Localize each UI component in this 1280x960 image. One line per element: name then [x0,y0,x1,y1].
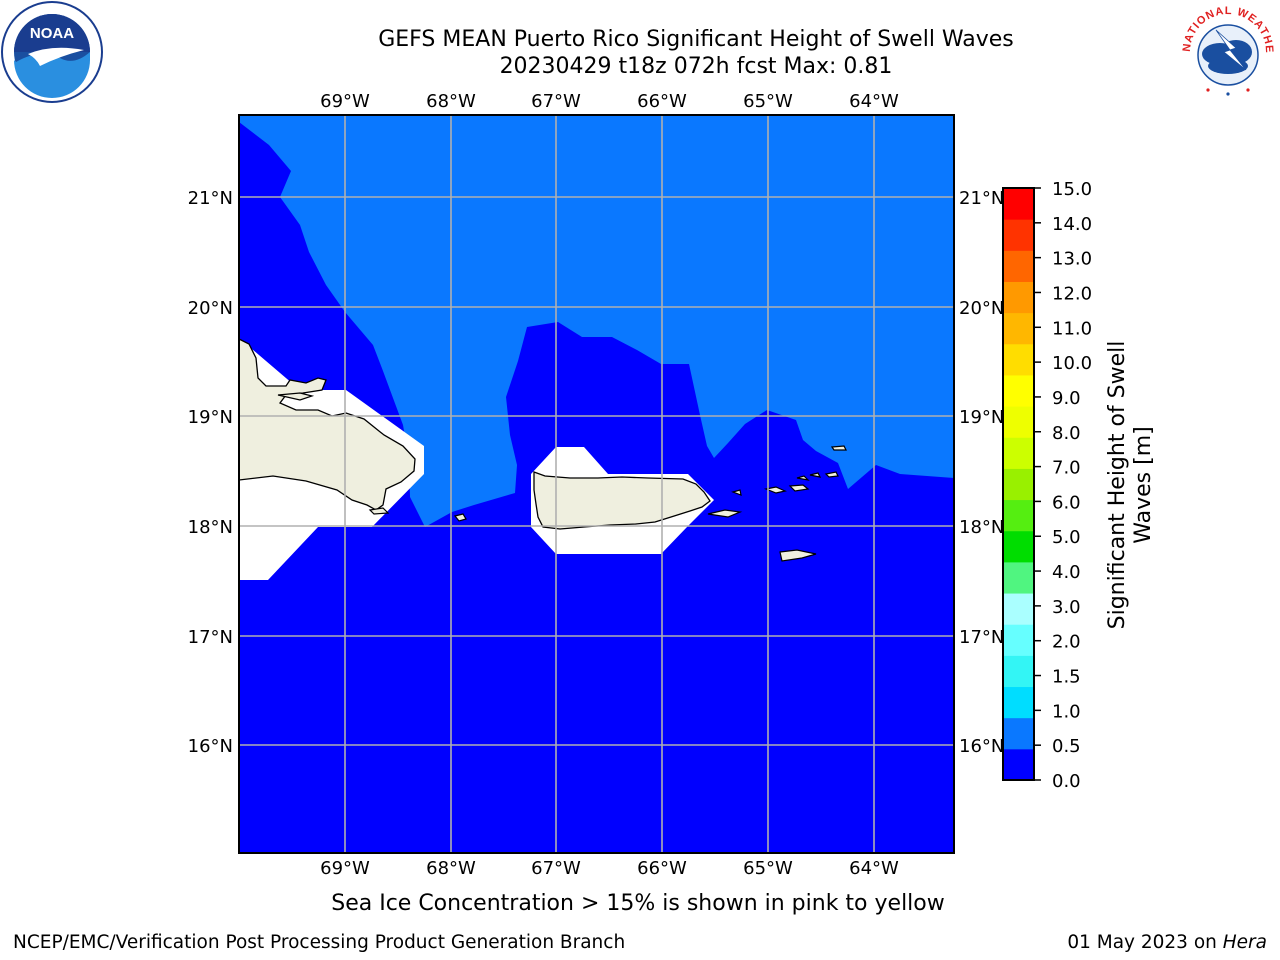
latitude-label: 21°N [188,188,233,209]
colorbar-tick-label: 11.0 [1052,318,1092,339]
colorbar-segment [1003,374,1034,407]
map-frame [238,114,955,854]
colorbar-segment [1003,343,1034,376]
colorbar [1003,188,1034,781]
longitude-label: 68°W [426,858,476,879]
colorbar-tick-label: 12.0 [1052,283,1092,304]
latitude-label: 18°N [959,517,1004,538]
latitude-label: 16°N [959,736,1004,757]
colorbar-ticks: 0.0 0.5 1.0 1.5 2.0 3.0 4.0 5.0 6.0 7.0 8.0 9.0 10.0… [1034,179,1092,792]
latitude-label: 17°N [188,627,233,648]
colorbar-tick-label: 6.0 [1052,492,1081,513]
colorbar-tick-label: 1.5 [1052,667,1081,688]
longitude-label: 67°W [531,91,581,112]
longitude-label: 69°W [320,858,370,879]
light-swell-region [239,115,954,527]
colorbar-tick-label: 14.0 [1052,214,1092,235]
colorbar-tick-label: 1.0 [1052,701,1081,722]
colorbar-segment [1003,468,1034,501]
latitude-label: 19°N [959,407,1004,428]
st-croix-land [779,549,817,562]
longitude-label: 68°W [426,91,476,112]
vieques-land [707,509,743,518]
colorbar-tick-label: 15.0 [1052,179,1092,200]
longitude-label: 66°W [637,858,687,879]
colorbar-segment [1003,281,1034,314]
colorbar-segment [1003,250,1034,282]
longitude-label: 64°W [849,858,899,879]
colorbar-frame [1002,187,1035,781]
footer-date-text: 01 May 2023 on [1067,932,1223,953]
colorbar-segment [1003,655,1034,688]
colorbar-segment [1003,748,1034,781]
colorbar-segment [1003,717,1034,750]
longitude-label: 69°W [320,91,370,112]
colorbar-tick-label: 7.0 [1052,458,1081,479]
colorbar-segment [1003,530,1034,563]
latitude-label: 20°N [188,298,233,319]
longitude-label: 66°W [637,91,687,112]
colorbar-tick-label: 13.0 [1052,249,1092,270]
latitude-label: 18°N [188,517,233,538]
sea-ice-note: Sea Ice Concentration > 15% is shown in … [331,891,945,916]
colorbar-tick-label: 8.0 [1052,423,1081,444]
colorbar-tick-label: 5.0 [1052,527,1081,548]
colorbar-label-line1: Significant Height of Swell [1105,341,1130,630]
longitude-label: 64°W [849,91,899,112]
colorbar-tick-label: 9.0 [1052,388,1081,409]
colorbar-tick-label: 4.0 [1052,562,1081,583]
hispaniola-land [239,338,416,511]
colorbar-segment [1003,406,1034,438]
colorbar-tick-label: 2.0 [1052,632,1081,653]
latitude-label: 19°N [188,407,233,428]
nws-logo: NATIONAL WEATHER SERVICE [1176,0,1274,96]
colorbar-segment [1003,312,1034,345]
footer-credit: NCEP/EMC/Verification Post Processing Pr… [13,932,626,953]
graticule [239,115,954,853]
colorbar-tick-label: 0.0 [1052,771,1081,792]
latitude-label: 21°N [959,188,1004,209]
colorbar-label-line2: Waves [m] [1131,426,1156,543]
saona-land [368,507,390,515]
colorbar-tick-label: 10.0 [1052,353,1092,374]
virgin-islands-land [731,471,839,496]
footer-host: Hera [1222,932,1267,953]
colorbar-segment [1003,686,1034,719]
colorbar-segment [1003,561,1034,594]
colorbar-tick-label: 3.0 [1052,597,1081,618]
colorbar-tick-label: 0.5 [1052,736,1081,757]
longitude-label: 65°W [743,858,793,879]
latitude-label: 16°N [188,736,233,757]
noaa-logo: NOAA [1,1,103,103]
mona-island-land [453,513,467,522]
colorbar-segment [1003,188,1034,220]
colorbar-segment [1003,219,1034,251]
map-title: GEFS MEAN Puerto Rico Significant Height… [378,27,1014,52]
latitude-label: 17°N [959,627,1004,648]
anegada-land [830,445,847,451]
footer-date: 01 May 2023 on Hera [1067,932,1267,953]
axis-labels: 69°W 69°W 68°W 68°W 67°W 67°W 66°W 66°W 65°W 65°W… [188,91,1005,879]
caicos-land [277,392,315,401]
colorbar-segment [1003,437,1034,469]
longitude-label: 65°W [743,91,793,112]
map-subtitle: 20230429 t18z 072h fcst Max: 0.81 [499,54,893,79]
colorbar-segment [1003,593,1034,625]
map-field [239,115,954,853]
latitude-label: 20°N [959,298,1004,319]
colorbar-segment [1003,624,1034,656]
puerto-rico-land [533,471,711,530]
noaa-logo-text: NOAA [30,25,74,42]
colorbar-segment [1003,499,1034,532]
longitude-label: 67°W [531,858,581,879]
